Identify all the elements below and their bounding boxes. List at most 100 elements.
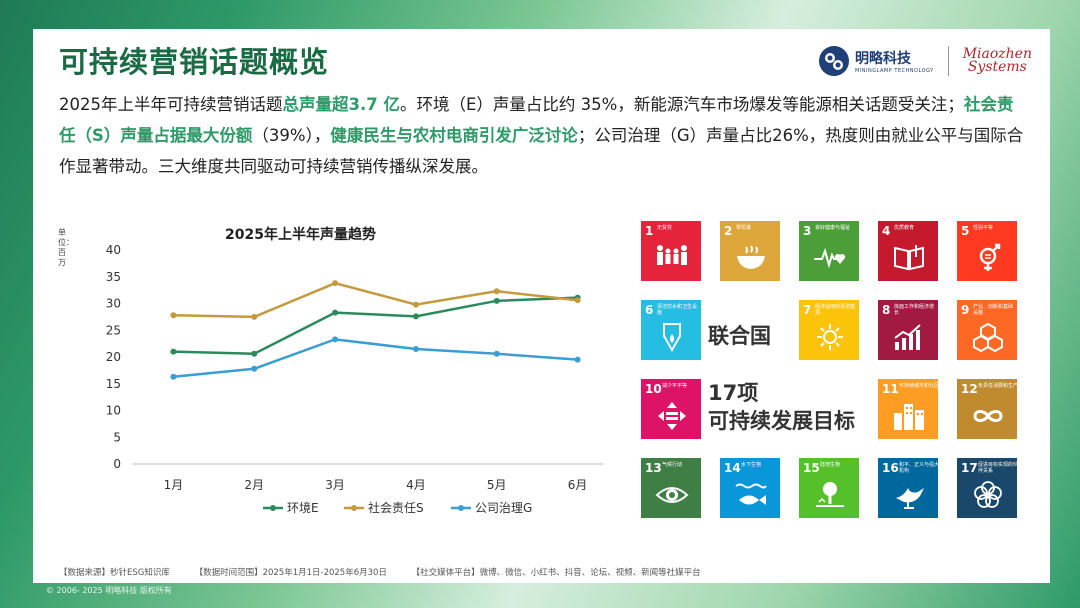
sdg-tile-number: 8 [882,303,891,317]
sdg-tile-13: 13 气候行动 [641,458,701,518]
data-point [412,301,419,308]
sdg-tile-number: 4 [882,224,891,238]
y-tick-label: 15 [106,377,121,391]
sdg-tile-number: 11 [882,382,899,396]
series-line-1 [173,281,578,319]
sdg-tile-10: 10 减少不平等 [641,379,701,439]
sdg-tile-number: 13 [645,461,662,475]
sdg-tile-6: 6 清洁饮水和卫生设施 [641,300,701,360]
data-point [493,297,500,304]
chart-unit-label: 单位：百万 [58,228,74,267]
legend-label: 社会责任S [368,500,424,515]
legend-label: 环境E [287,500,319,515]
sdg-tile-label: 良好健康与福祉 [815,225,851,231]
footnote-source: 【数据来源】秒针ESG知识库 [59,568,170,578]
page-title: 可持续营销话题概览 [59,45,330,79]
sdg-tile-label: 零饥饿 [736,225,752,231]
logo-en: MININGLAMP TECHNOLOGY [854,68,934,74]
summary-text-2: 。环境（E）声量占比约 35%，新能源汽车市场爆发等能源相关话题受关注； [399,95,964,114]
sdg-tile-14: 14 水下生物 [720,458,780,518]
miaozhen-logo-line1: Miaozhen [962,46,1032,62]
data-point [574,297,581,304]
footnote-range: 【数据时间范围】2025年1月1日-2025年6月30日 [194,568,387,578]
logo-text: 明略科技 MININGLAMP TECHNOLOGY [855,48,934,74]
sdg-tile-label: 促进目标实现的伙伴关系 [978,462,1017,474]
sdg-tile-number: 14 [724,461,741,475]
sdg-tile-label: 和平、正义与强大机构 [899,462,938,474]
x-tick-label: 5月 [487,478,507,492]
summary-highlight-1: 总声量超3.7 亿 [282,95,400,114]
x-tick-label: 3月 [325,478,345,492]
sdg-tile-label: 经济适用的清洁能源 [815,304,856,316]
y-tick-label: 25 [106,323,121,337]
sdg-tile-8: 8 体面工作和经济增长 [878,300,938,360]
footnote-platforms: 【社交媒体平台】微博、微信、小红书、抖音、论坛、视频、新闻等社媒平台 [411,568,701,578]
data-point [170,348,177,355]
summary-text-1: 2025年上半年可持续营销话题 [59,95,283,114]
summary-highlight-3: 健康民生与农村电商引发广泛讨论 [330,126,578,145]
sdg-tile-1: 1 无贫穷 [641,221,701,281]
logo-cn: 明略科技 [854,51,911,67]
sdg-tile-label: 水下生物 [741,462,762,468]
slide-card: 可持续营销话题概览 明略科技 MININGLAMP TECHNOLOGY Mia… [33,29,1050,583]
legend-swatch-dot [351,505,357,511]
miaozhen-logo: Miaozhen Systems [962,46,1032,75]
sdg-tile-label: 气候行动 [662,462,683,468]
sdg-tile-16: 16 和平、正义与强大机构 [878,458,938,518]
summary-paragraph: 2025年上半年可持续营销话题总声量超3.7 亿。环境（E）声量占比约 35%，… [59,89,1024,182]
data-point [493,350,500,357]
sdg-tile-label: 体面工作和经济增长 [894,304,935,316]
y-tick-label: 30 [106,297,121,311]
un-label: 联合国 [708,324,771,348]
data-point [412,313,419,320]
data-point [332,336,339,343]
sdg-tile-number: 5 [961,224,970,238]
sdg-tile-label: 无贫穷 [657,225,673,231]
sdg-tile-5: 5 性别平等 [957,221,1017,281]
sdg-tile-7: 7 经济适用的清洁能源 [799,300,859,360]
summary-highlight-2: 社会责任（S）声量占据最大份额 [59,95,1014,145]
y-tick-label: 0 [113,457,121,471]
x-tick-label: 1月 [164,478,184,492]
y-tick-label: 20 [106,350,121,364]
data-point [251,365,258,372]
sdg-tile-3: 3 良好健康与福祉 [799,221,859,281]
chart-title: 2025年上半年声量趋势 [225,227,376,243]
data-point [332,309,339,316]
sdg-tile-label: 可持续城市和社区 [899,383,938,389]
sdg-tile-9: 9 产业、创新和基础设施 [957,300,1017,360]
sdg-tile-number: 12 [961,382,978,396]
sdg-tile-label: 陆地生物 [820,462,841,468]
summary-text-4: ；公司治理（G）声量占比26%，热度则由就业公平与国际合作显著带动。三大维度共同… [59,126,1024,176]
sdg-tile-label: 产业、创新和基础设施 [973,304,1014,316]
sdg-tile-label: 负责任消费和生产 [978,383,1017,389]
footnote: 【数据来源】秒针ESG知识库 【数据时间范围】2025年1月1日-2025年6月… [59,566,723,578]
sdg-tile-label: 清洁饮水和卫生设施 [657,304,698,316]
data-point [493,288,500,295]
sdg-tile-label: 减少不平等 [662,383,688,389]
sdg-tile-number: 10 [645,382,662,396]
series-line-2 [173,338,578,379]
series-line-0 [173,296,578,356]
sdg-tile-17: 17 促进目标实现的伙伴关系 [957,458,1017,518]
data-point [251,313,258,320]
sdg-count-label: 17项 [708,381,759,405]
sdg-tile-4: 4 优质教育 [878,221,938,281]
logo-divider [947,46,949,76]
sdg-tile-number: 17 [961,461,978,475]
x-tick-label: 2月 [244,478,264,492]
data-point [251,350,258,357]
sdg-tile-15: 15 陆地生物 [799,458,859,518]
y-tick-label: 10 [106,404,121,418]
sdg-tile-11: 11 可持续城市和社区 [878,379,938,439]
sdg-goals-label: 可持续发展目标 [708,409,855,433]
legend-swatch-dot [270,505,276,511]
sdg-tile-number: 9 [961,303,970,317]
sdg-tile-label: 性别平等 [973,225,994,231]
data-point [332,280,339,287]
miaozhen-logo-line2: Systems [967,59,1027,75]
sdg-tile-number: 6 [645,303,654,317]
data-point [412,345,419,352]
sdg-tile-number: 2 [724,224,733,238]
